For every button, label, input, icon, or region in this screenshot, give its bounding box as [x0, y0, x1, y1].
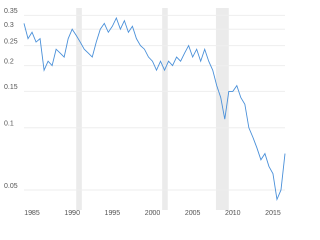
- x-tick-label: 1985: [24, 210, 40, 217]
- y-tick-label: 0.1: [4, 121, 14, 128]
- y-tick-label: 0.2: [4, 58, 14, 65]
- x-tick-label: 2005: [185, 210, 201, 217]
- y-tick-label: 0.3: [4, 22, 14, 29]
- x-tick-label: 1995: [105, 210, 121, 217]
- x-tick-label: 2000: [145, 210, 161, 217]
- x-tick-label: 1990: [64, 210, 80, 217]
- y-tick-label: 0.05: [4, 183, 18, 190]
- line: [23, 16, 286, 202]
- recession-band: [215, 8, 229, 210]
- x-tick-label: 2015: [265, 210, 281, 217]
- y-tick-label: 0.25: [4, 38, 18, 45]
- x-tick-label: 2010: [225, 210, 241, 217]
- y-tick-label: 0.35: [4, 8, 18, 15]
- recession-band: [76, 8, 82, 210]
- recession-band: [162, 8, 168, 210]
- chart: 0.05 0.1 0.15 0.2 0.25 0.3 0.35 1985 1990 1995 200…: [4, 8, 286, 217]
- y-tick-label: 0.15: [4, 84, 18, 91]
